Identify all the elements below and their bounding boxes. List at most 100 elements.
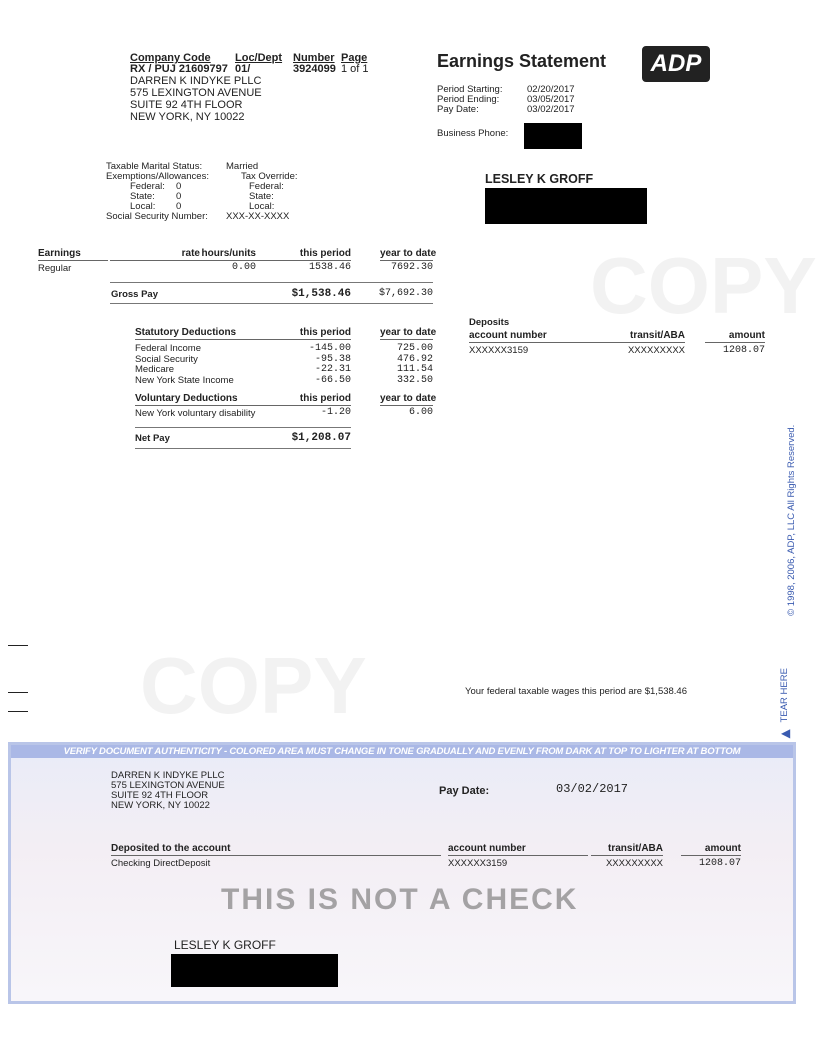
copy-watermark: COPY <box>590 241 816 330</box>
earnings-header: Earnings <box>38 248 108 261</box>
voluntary-ytd-header: year to date <box>380 393 437 406</box>
company-address-1: 575 LEXINGTON AVENUE <box>130 87 262 99</box>
hours-header: hours/units <box>200 248 256 261</box>
statutory-this-period-header: this period <box>280 327 351 340</box>
check-transit-header: transit/ABA <box>591 843 663 856</box>
fold-mark <box>8 711 28 712</box>
check-account: XXXXXX3159 <box>448 858 508 869</box>
divider <box>110 303 433 304</box>
check-company-address-3: NEW YORK, NY 10022 <box>111 800 210 811</box>
divider <box>135 448 351 449</box>
check-company-name: DARREN K INDYKE PLLC <box>111 770 225 781</box>
rate-header: rate <box>110 248 200 261</box>
company-address-3: NEW YORK, NY 10022 <box>130 111 245 123</box>
statutory-row-this-period: -145.00 <box>308 343 351 354</box>
local-label: Local: <box>130 201 156 212</box>
check-account-header: account number <box>448 843 588 856</box>
check-amount: 1208.07 <box>698 858 741 869</box>
check-company-address-2: SUITE 92 4TH FLOOR <box>111 790 209 801</box>
deposits-title: Deposits <box>469 317 510 328</box>
ssn: XXX-XX-XXXX <box>226 211 290 222</box>
gross-pay-ytd: $7,692.30 <box>378 288 433 299</box>
override-state-label: State: <box>249 191 274 202</box>
statutory-row-ytd: 725.00 <box>396 343 433 354</box>
period-starting: 02/20/2017 <box>527 84 575 95</box>
statutory-row-this-period: -22.31 <box>314 364 351 375</box>
this-period-header: this period <box>256 248 351 261</box>
check-stub: VERIFY DOCUMENT AUTHENTICITY - COLORED A… <box>8 742 796 1004</box>
taxable-wages-note: Your federal taxable wages this period a… <box>465 686 687 697</box>
marital-label: Taxable Marital Status: <box>106 161 203 172</box>
page-number: 1 of 1 <box>341 63 369 75</box>
statutory-row-this-period: -66.50 <box>314 374 351 386</box>
statutory-row-this-period: -95.38 <box>314 353 351 365</box>
override-federal-label: Federal: <box>249 181 284 192</box>
statutory-row-ytd: 476.92 <box>396 353 433 365</box>
net-pay-value: $1,208.07 <box>291 432 351 444</box>
earnings-row-label: Regular <box>38 263 72 274</box>
check-amount-header: amount <box>681 843 741 856</box>
statutory-row-label: Federal Income <box>135 343 202 354</box>
verify-authenticity-banner: VERIFY DOCUMENT AUTHENTICITY - COLORED A… <box>11 745 793 758</box>
company-name: DARREN K INDYKE PLLC <box>130 75 262 87</box>
earnings-row-this-period: 1538.46 <box>308 262 351 273</box>
redaction-box <box>171 954 338 987</box>
override-local-label: Local: <box>249 201 275 212</box>
deposited-header: Deposited to the account <box>111 843 441 856</box>
deposit-transit-header: transit/ABA <box>629 330 685 343</box>
fold-mark <box>8 645 28 646</box>
state-label: State: <box>130 191 155 202</box>
page-header: Page <box>341 52 368 64</box>
pay-date: 03/02/2017 <box>527 104 575 115</box>
fold-mark <box>8 692 28 693</box>
state-allowance: 0 <box>176 191 182 202</box>
federal-allowance: 0 <box>176 181 182 192</box>
loc-dept: 01/ <box>235 63 251 75</box>
earnings-row-ytd: 7692.30 <box>390 262 433 273</box>
company-address-2: SUITE 92 4TH FLOOR <box>130 99 243 111</box>
loc-dept-header: Loc/Dept <box>235 52 283 64</box>
check-payee-name: LESLEY K GROFF <box>174 938 276 952</box>
tax-override-label: Tax Override: <box>241 171 298 182</box>
statutory-row-label: Social Security <box>135 353 198 365</box>
deposit-account: XXXXXX3159 <box>469 345 529 356</box>
period-starting-label: Period Starting: <box>437 84 503 95</box>
federal-label: Federal: <box>130 181 165 192</box>
statutory-ytd-header: year to date <box>380 327 437 340</box>
check-account-type: Checking DirectDeposit <box>111 858 211 869</box>
local-allowance: 0 <box>176 201 182 212</box>
gross-pay-label: Gross Pay <box>111 289 158 300</box>
period-ending-label: Period Ending: <box>437 94 500 105</box>
earnings-row-hours: 0.00 <box>231 262 256 273</box>
statutory-row-ytd: 111.54 <box>396 364 433 375</box>
statutory-row-ytd: 332.50 <box>396 374 433 386</box>
employee-name: LESLEY K GROFF <box>485 172 594 186</box>
statutory-row-label: New York State Income <box>135 374 234 386</box>
voluntary-row-label: New York voluntary disability <box>135 408 256 419</box>
copy-watermark: COPY <box>140 641 367 730</box>
divider <box>135 427 351 428</box>
deposit-amount-header: amount <box>705 330 765 343</box>
check-company-address-1: 575 LEXINGTON AVENUE <box>111 780 225 791</box>
period-ending: 03/05/2017 <box>527 94 575 105</box>
check-pay-date-label: Pay Date: <box>439 785 490 797</box>
deposit-account-header: account number <box>469 330 629 343</box>
net-pay-label: Net Pay <box>135 433 170 444</box>
company-code: RX / PUJ 21609797 <box>130 63 228 75</box>
statement-title: Earnings Statement <box>437 51 607 71</box>
divider <box>110 282 433 283</box>
voluntary-row-ytd: 6.00 <box>408 407 433 418</box>
statutory-header: Statutory Deductions <box>135 327 280 340</box>
company-code-header: Company Code <box>130 52 211 64</box>
not-a-check-stamp: THIS IS NOT A CHECK <box>221 883 579 916</box>
gross-pay-this-period: $1,538.46 <box>291 288 351 300</box>
business-phone-label: Business Phone: <box>437 128 509 139</box>
voluntary-this-period-header: this period <box>280 393 351 406</box>
check-pay-date: 03/02/2017 <box>556 782 629 796</box>
voluntary-row-this-period: -1.20 <box>320 407 351 418</box>
ytd-header: year to date <box>380 248 437 261</box>
tear-arrow-icon: ◀ <box>781 726 791 740</box>
check-transit: XXXXXXXXX <box>605 858 663 869</box>
redaction-box <box>524 123 582 149</box>
